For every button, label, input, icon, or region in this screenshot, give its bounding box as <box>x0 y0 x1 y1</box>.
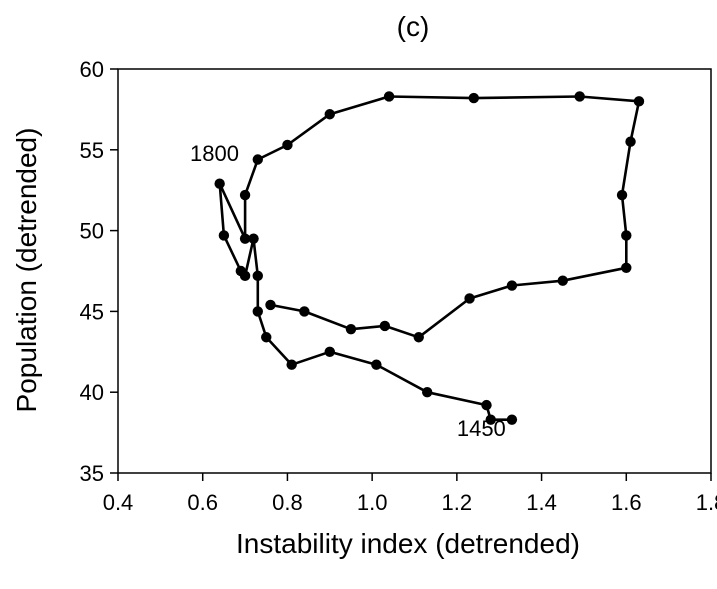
x-tick-label: 1.0 <box>357 490 388 515</box>
data-point <box>625 136 636 147</box>
data-point <box>481 399 492 411</box>
data-point <box>324 109 335 120</box>
data-point <box>282 139 293 151</box>
data-point <box>621 230 632 241</box>
y-tick-label: 55 <box>80 138 104 163</box>
data-series <box>214 91 645 425</box>
y-tick-label: 40 <box>80 380 104 405</box>
data-point <box>633 96 645 107</box>
x-tick-label: 1.2 <box>442 490 473 515</box>
x-tick-label: 0.6 <box>187 490 218 515</box>
data-point <box>464 293 475 304</box>
plot-area-frame <box>117 68 712 474</box>
x-axis: 0.4 0.6 0.8 1.0 1.2 1.4 1.6 1.8 <box>103 473 717 515</box>
data-point <box>261 332 272 343</box>
data-point <box>413 332 424 343</box>
y-tick-label: 50 <box>80 219 104 244</box>
data-point <box>621 262 632 273</box>
year-annotation: 1450 <box>457 416 506 441</box>
series-line <box>218 95 641 422</box>
data-point <box>422 387 433 398</box>
data-point <box>506 280 518 291</box>
annotations: 1450 1800 <box>190 141 506 441</box>
x-axis-label: Instability index (detrended) <box>236 528 580 559</box>
y-axis: 35 40 45 50 55 60 <box>80 57 118 486</box>
x-tick-label: 1.6 <box>611 490 642 515</box>
data-point <box>379 320 391 332</box>
x-tick-label: 0.4 <box>103 490 134 515</box>
data-point <box>239 189 251 201</box>
year-annotation: 1800 <box>190 141 239 166</box>
data-point <box>299 306 310 317</box>
data-point <box>371 359 382 370</box>
data-point <box>286 359 297 370</box>
data-point <box>506 414 518 425</box>
data-point <box>574 91 585 102</box>
y-tick-label: 45 <box>80 299 104 324</box>
data-point <box>248 233 259 244</box>
x-tick-label: 0.8 <box>272 490 303 515</box>
data-point <box>324 346 335 357</box>
chart-title: (c) <box>397 11 430 42</box>
y-tick-label: 35 <box>80 461 104 486</box>
data-point <box>214 178 225 189</box>
x-tick-label: 1.4 <box>526 490 557 515</box>
data-point <box>239 233 251 244</box>
data-point <box>252 270 263 282</box>
data-point <box>218 230 230 241</box>
data-point <box>265 299 276 311</box>
data-point <box>252 154 263 165</box>
data-point <box>252 306 263 317</box>
data-point <box>235 265 247 277</box>
data-point <box>616 189 628 201</box>
data-point <box>383 91 395 102</box>
data-point <box>557 275 568 286</box>
x-tick-label: 1.8 <box>696 490 717 515</box>
y-axis-label: Population (detrended) <box>11 128 42 413</box>
data-point <box>485 414 496 425</box>
data-point <box>345 323 357 335</box>
data-point <box>468 92 479 104</box>
y-tick-label: 60 <box>80 57 104 82</box>
